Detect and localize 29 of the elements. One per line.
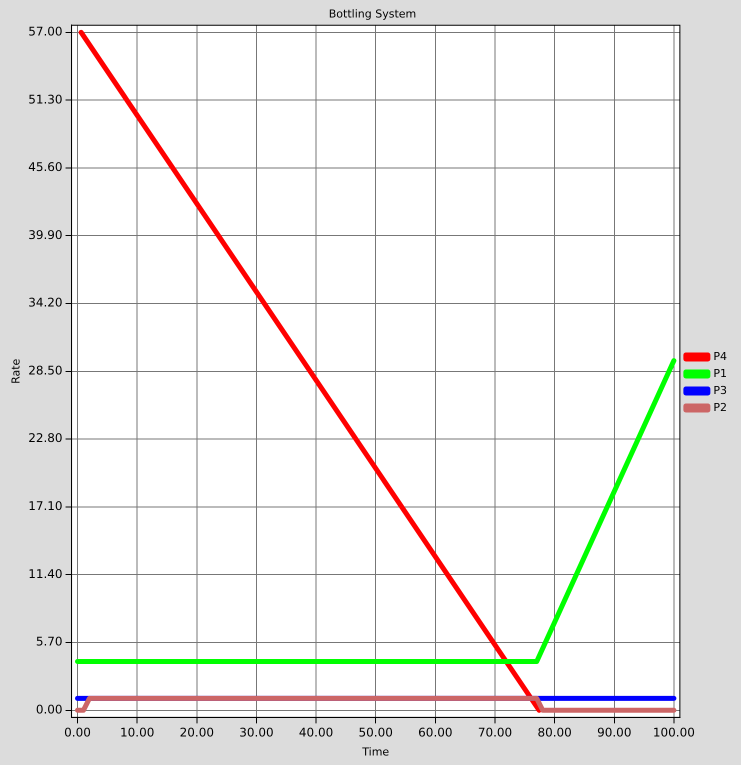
y-tick-label: 11.40	[28, 566, 63, 581]
x-tick-label: 90.00	[597, 726, 632, 740]
chart-title: Bottling System	[328, 7, 416, 20]
y-tick-label: 28.50	[28, 363, 63, 378]
x-tick-label: 100.00	[652, 726, 695, 740]
x-tick-label: 20.00	[180, 726, 214, 740]
y-tick-label: 22.80	[28, 431, 63, 446]
x-tick-label: 30.00	[239, 726, 274, 740]
y-tick-label: 0.00	[36, 702, 63, 716]
y-tick-label: 5.70	[36, 634, 63, 649]
y-tick-label: 45.60	[28, 160, 63, 174]
y-tick-label: 17.10	[28, 499, 63, 514]
legend-label: P1	[713, 366, 728, 380]
x-tick-label: 80.00	[537, 726, 572, 740]
legend-label: P3	[713, 384, 728, 397]
x-tick-label: 0.00	[64, 726, 91, 740]
x-tick-label: 40.00	[298, 726, 334, 740]
x-tick-label: 10.00	[120, 726, 154, 740]
x-tick-label: 70.00	[478, 726, 512, 740]
y-tick-label: 57.00	[28, 24, 63, 38]
y-tick-label: 51.30	[28, 92, 63, 106]
y-tick-label: 39.90	[28, 228, 63, 242]
legend-label: P4	[713, 350, 728, 363]
x-axis-title: Time	[361, 745, 390, 758]
legend-label: P2	[713, 400, 728, 414]
y-axis-title: Rate	[9, 358, 22, 384]
x-tick-label: 50.00	[358, 726, 393, 740]
x-tick-label: 60.00	[418, 726, 453, 740]
y-tick-label: 34.20	[28, 296, 63, 310]
